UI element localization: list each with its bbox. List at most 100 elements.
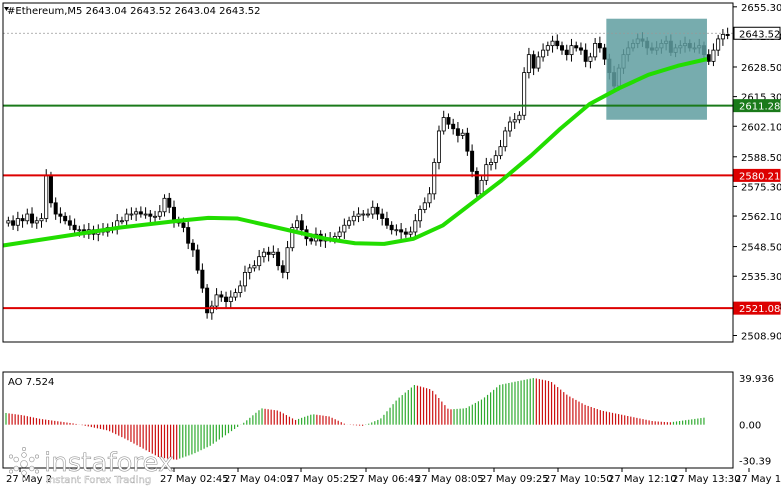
candle	[342, 218, 347, 239]
candle-body	[507, 121, 512, 132]
y-tick-label: 2588.50	[741, 153, 781, 164]
candle	[493, 150, 498, 170]
brand-name: instaforex	[44, 448, 173, 478]
watermark-logo: instaforex Instant Forex Trading	[6, 444, 196, 486]
candle-body	[190, 242, 195, 251]
candle	[20, 214, 25, 228]
candle	[219, 290, 224, 302]
candle-body	[536, 56, 541, 69]
candle	[195, 244, 200, 274]
y-tick-label: 2602.10	[741, 122, 781, 133]
candle-body	[422, 202, 427, 210]
x-tick-label: 27 May 10:50	[544, 474, 613, 485]
y-tick-label: 2562.10	[741, 212, 781, 223]
candle-body	[564, 49, 569, 56]
candle-body	[347, 220, 352, 226]
candle-body	[588, 56, 593, 62]
candle	[507, 116, 512, 137]
candle	[550, 35, 555, 53]
candle-body	[58, 213, 63, 217]
candle-body	[403, 231, 408, 235]
candle	[115, 214, 120, 235]
candle-body	[432, 161, 437, 195]
candle-body	[257, 256, 262, 267]
candle-body	[48, 175, 53, 204]
candle-body	[63, 215, 68, 222]
candle	[252, 260, 257, 272]
candle-body	[290, 227, 295, 249]
candle-body	[171, 206, 176, 222]
candle-body	[365, 213, 370, 216]
candle-body	[583, 49, 588, 62]
candle	[138, 206, 143, 218]
candle	[569, 38, 574, 62]
candle-body	[238, 285, 243, 294]
candle-body	[711, 49, 716, 62]
candle-body	[276, 251, 281, 267]
candle-body	[413, 220, 418, 233]
candle-body	[455, 128, 460, 136]
candle-body	[517, 114, 522, 121]
candle	[720, 29, 725, 46]
candle-body	[370, 206, 375, 215]
candle-body	[195, 249, 200, 271]
candle-body	[389, 224, 394, 231]
candle	[228, 290, 233, 309]
brand-tagline: Instant Forex Trading	[46, 475, 151, 486]
candle-body	[474, 170, 479, 195]
candle	[555, 34, 560, 50]
x-tick-label: 27 May 14:50	[735, 474, 781, 485]
candle	[560, 41, 565, 55]
candle-body	[162, 197, 167, 213]
x-tick-label: 27 May 12:10	[608, 474, 677, 485]
candle	[422, 197, 427, 214]
candle-body	[489, 161, 494, 166]
ao-tick-label: -30.39	[739, 456, 771, 467]
candle-body	[148, 213, 153, 217]
candle	[34, 216, 39, 229]
candle-body	[569, 45, 574, 56]
candle	[365, 208, 370, 218]
x-tick-label: 27 May 05:25	[287, 474, 356, 485]
candle	[460, 129, 465, 140]
main-panel-frame	[2, 2, 734, 343]
candle	[153, 210, 158, 224]
x-tick-label: 27 May 2	[6, 474, 52, 485]
candle	[446, 113, 451, 129]
candle	[522, 67, 527, 120]
candle	[489, 158, 494, 171]
candle-body	[247, 267, 252, 273]
candle-body	[67, 220, 72, 226]
candle-body	[460, 132, 465, 136]
candle-body	[451, 123, 456, 130]
candle-body	[30, 213, 35, 224]
candle	[162, 194, 167, 217]
candle	[375, 203, 380, 220]
candle-body	[266, 251, 271, 255]
candle	[63, 212, 68, 225]
candle	[171, 200, 176, 228]
candle	[541, 43, 546, 62]
candle	[465, 127, 470, 156]
candle-body	[233, 292, 238, 298]
candle-body	[555, 40, 560, 47]
candle	[347, 216, 352, 229]
candle	[711, 43, 716, 67]
candle-body	[593, 43, 598, 58]
candle	[209, 300, 214, 320]
candle-body	[214, 294, 219, 307]
x-tick-label: 27 May 04:05	[224, 474, 293, 485]
candle-body	[479, 179, 484, 195]
candle-body	[446, 117, 451, 125]
candle-body	[725, 34, 730, 36]
price-label-box-0	[733, 26, 781, 40]
candle-body	[351, 215, 356, 222]
candle	[408, 226, 413, 239]
candle	[564, 44, 569, 61]
price-label-box-3	[733, 301, 781, 315]
candle	[6, 216, 11, 227]
candle	[512, 113, 517, 129]
candle	[394, 224, 399, 236]
candle	[370, 200, 375, 219]
